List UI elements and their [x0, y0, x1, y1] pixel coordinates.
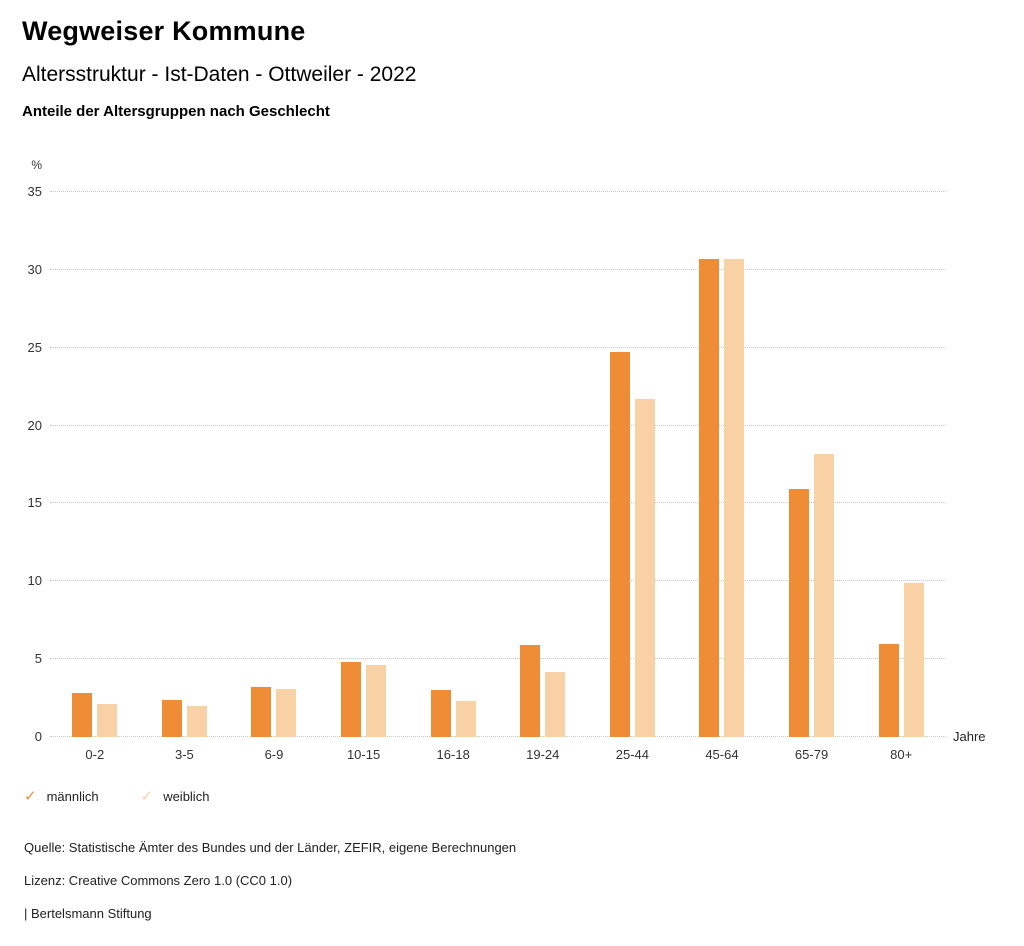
legend: ✓ männlich ✓ weiblich: [22, 789, 1002, 804]
x-category-label: 80+: [890, 747, 913, 762]
bar-group: 3-5: [161, 192, 207, 763]
legend-item-männlich[interactable]: ✓ männlich: [24, 789, 99, 804]
bar-group: 80+: [878, 192, 924, 763]
gridline: [50, 580, 946, 582]
gridline: [50, 658, 946, 660]
chart-subtitle: Altersstruktur - Ist-Daten - Ottweiler -…: [22, 63, 417, 86]
bar-pair: [251, 192, 297, 737]
bar-weiblich: [455, 701, 476, 737]
bar-weiblich: [724, 258, 745, 737]
bar-pair: [520, 192, 566, 737]
bar-weiblich: [903, 582, 924, 737]
y-tick-label: 25: [27, 339, 42, 355]
bar-männlich: [341, 662, 362, 737]
legend-label: weiblich: [163, 789, 210, 804]
bar-pair: [430, 192, 476, 737]
bar-männlich: [251, 687, 272, 737]
bar-group: 10-15: [341, 192, 387, 763]
license-text: Lizenz: Creative Commons Zero 1.0 (CC0 1…: [24, 873, 293, 888]
bar-männlich: [72, 693, 93, 737]
bar-groups: 0-2 3-5 6-9 10-15 16-18 19-24 25-44 45-64 65-79 8…: [50, 192, 946, 763]
legend-checkmark-icon: ✓: [24, 788, 37, 805]
bar-weiblich: [366, 665, 387, 737]
y-axis-unit-label: %: [31, 158, 42, 172]
bar-weiblich: [186, 705, 207, 737]
y-tick-label: 35: [27, 184, 42, 199]
bar-pair: [878, 192, 924, 737]
x-category-label: 0-2: [85, 747, 105, 762]
footer: Quelle: Statistische Ämter des Bundes un…: [22, 840, 1002, 921]
bar-group: 6-9: [251, 192, 297, 763]
bar-group: 16-18: [430, 192, 476, 763]
bar-weiblich: [97, 704, 118, 737]
bar-männlich: [699, 258, 720, 737]
bar-pair: [341, 192, 387, 737]
bar-männlich: [609, 352, 630, 737]
plot-area: % Jahre 0 5 10 15 20 25 30 35 0-2 3-5 6-9 10-15 16-…: [28, 158, 986, 763]
bar-männlich: [520, 645, 541, 737]
bar-männlich: [878, 643, 899, 737]
y-tick-label: 15: [27, 495, 42, 511]
header: Wegweiser Kommune Altersstruktur - Ist-D…: [22, 16, 1002, 120]
x-category-label: 25-44: [615, 747, 649, 762]
x-category-label: 19-24: [526, 747, 560, 762]
bar-weiblich: [276, 688, 297, 737]
gridline: [50, 736, 946, 737]
source-text: Quelle: Statistische Ämter des Bundes un…: [24, 840, 517, 855]
bar-chart: % Jahre 0 5 10 15 20 25 30 35 0-2 3-5 6-9 10-15 16-…: [28, 158, 986, 763]
bar-pair: [161, 192, 207, 737]
gridline: [50, 424, 946, 426]
gridline: [50, 268, 946, 270]
x-category-label: 45-64: [705, 747, 739, 762]
chart-description: Anteile der Altersgruppen nach Geschlech…: [22, 103, 330, 120]
y-tick-label: 10: [27, 573, 42, 589]
bar-weiblich: [814, 453, 835, 737]
x-category-label: 10-15: [346, 747, 381, 762]
bar-männlich: [789, 489, 810, 737]
y-tick-label: 5: [34, 651, 42, 667]
attribution-text: | Bertelsmann Stiftung: [24, 906, 152, 921]
bar-pair: [789, 192, 835, 737]
y-tick-label: 0: [34, 729, 42, 744]
bar-group: 65-79: [789, 192, 835, 763]
gridline: [50, 191, 946, 192]
bar-group: 19-24: [520, 192, 566, 763]
gridline: [50, 502, 946, 504]
x-axis-unit-label: Jahre: [953, 729, 986, 744]
x-category-label: 16-18: [436, 747, 470, 762]
x-category-label: 3-5: [174, 747, 194, 762]
legend-checkmark-icon: ✓: [140, 788, 154, 805]
bar-pair: [609, 192, 655, 737]
page-title: Wegweiser Kommune: [22, 16, 306, 46]
legend-label: männlich: [46, 789, 99, 804]
bar-pair: [72, 192, 118, 737]
grid-layer: Jahre 0 5 10 15 20 25 30 35: [28, 184, 986, 744]
legend-item-weiblich[interactable]: ✓ weiblich: [141, 789, 210, 804]
bar-pair: [699, 192, 745, 737]
bar-group: 0-2: [72, 192, 118, 763]
bar-group: 25-44: [609, 192, 655, 763]
y-tick-label: 20: [27, 417, 42, 433]
x-category-label: 6-9: [264, 747, 284, 762]
bar-männlich: [430, 690, 451, 737]
bar-group: 45-64: [699, 192, 745, 763]
x-category-label: 65-79: [794, 747, 829, 762]
bar-weiblich: [634, 399, 655, 737]
gridline: [50, 346, 946, 348]
bar-männlich: [161, 699, 182, 737]
bar-weiblich: [545, 671, 566, 737]
y-tick-label: 30: [27, 261, 42, 277]
